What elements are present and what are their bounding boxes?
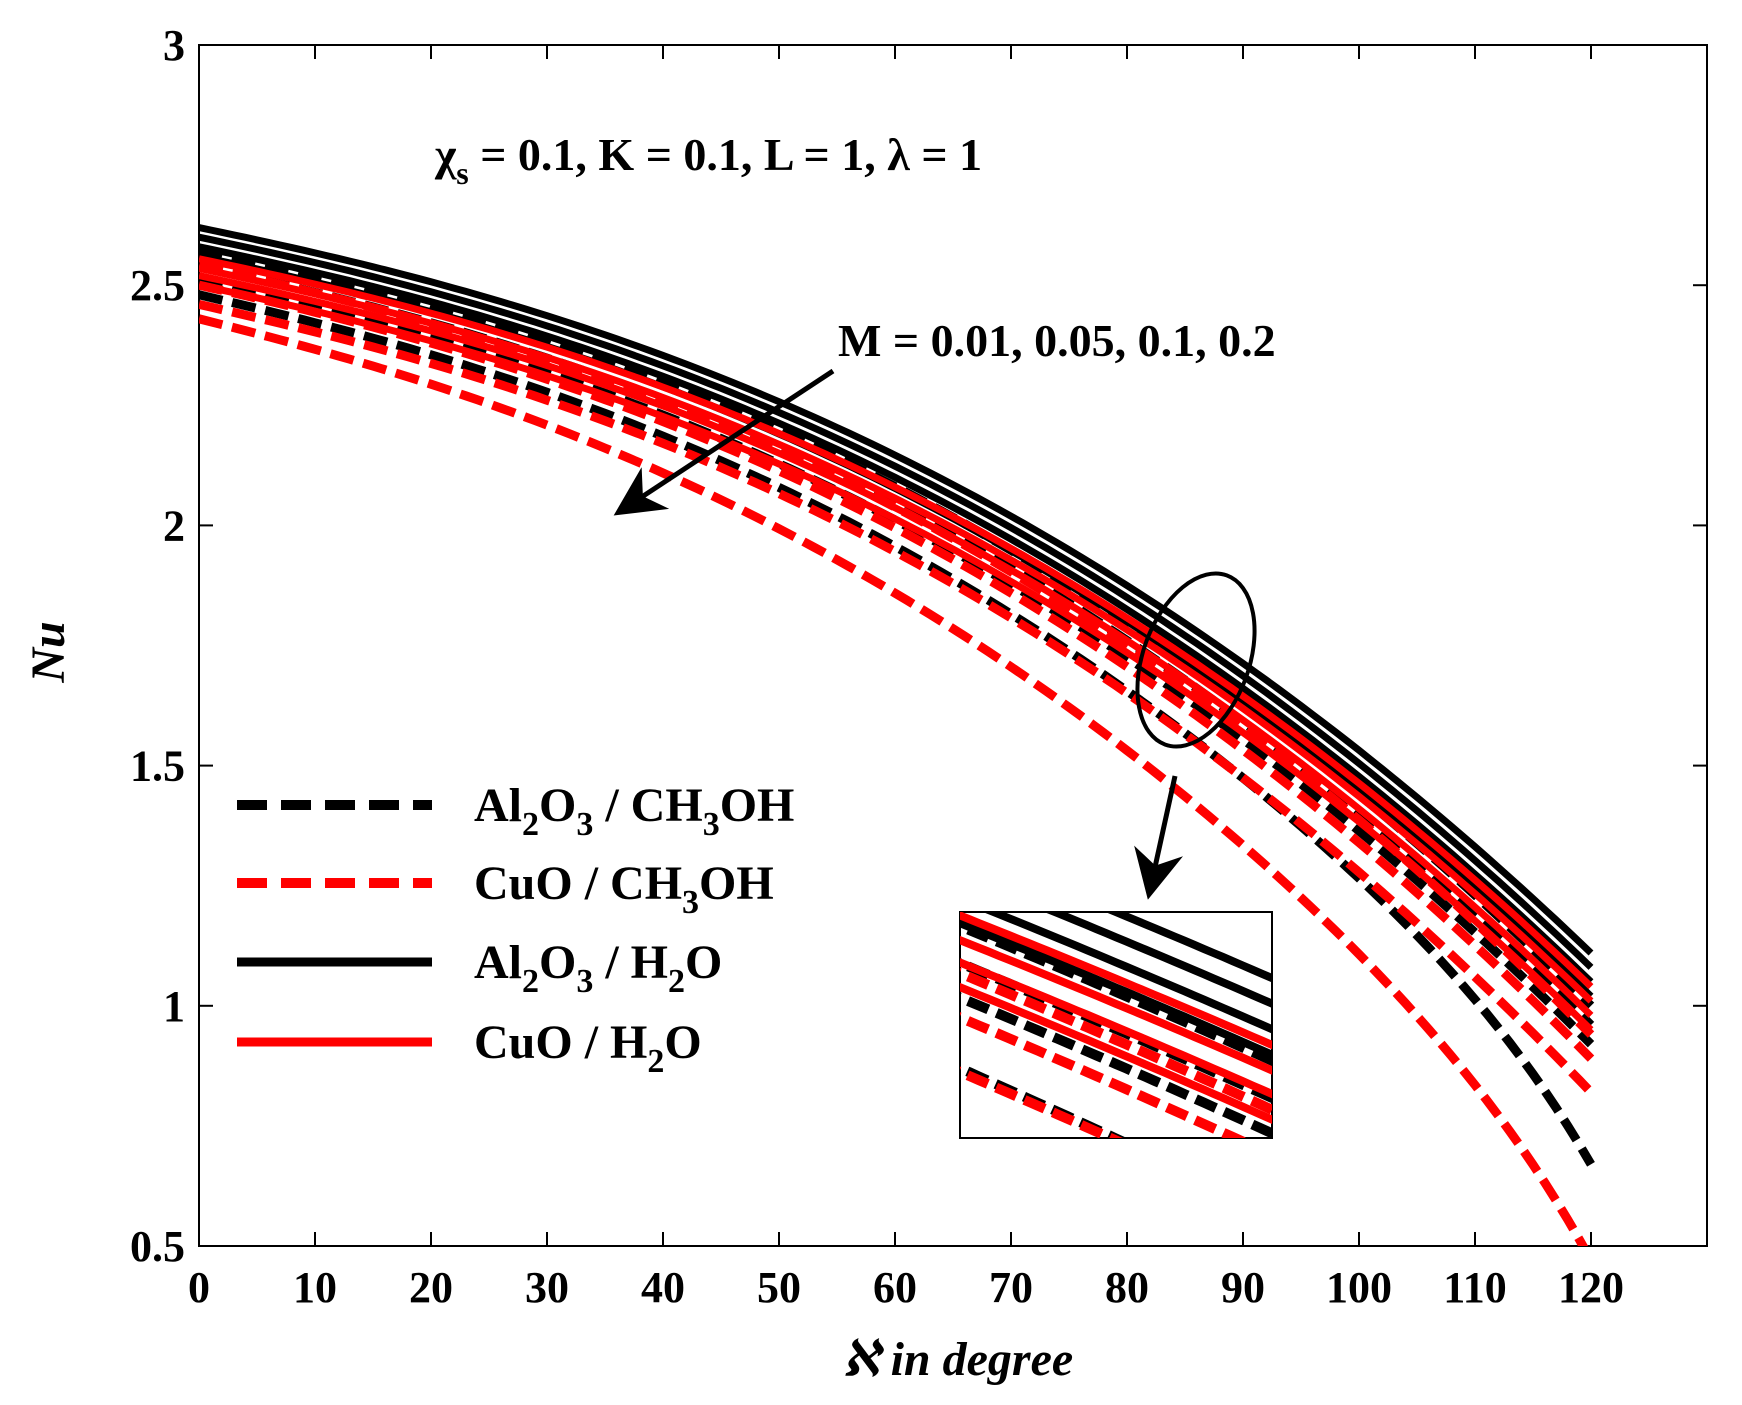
m-trend-arrow [613,368,835,516]
x-tick-label: 50 [757,1263,801,1312]
legend-text-part: O [685,936,722,989]
y-tick-label: 1 [163,982,185,1031]
parameter-values: = 0.1, K = 0.1, L = 1, λ = 1 [469,129,982,180]
legend-subscript: 2 [522,806,539,843]
y-tick-label: 1.5 [130,742,185,791]
plot-frame [198,44,1708,1247]
series-line [199,290,1595,1167]
y-tick-label: 0.5 [130,1222,185,1271]
series-line [199,272,1594,1018]
x-axis-label-text: in degree [891,1333,1074,1386]
inset-series-line [960,920,1272,1067]
zoom-highlight-ellipse [1135,571,1257,749]
inset-series-line [1105,912,1272,983]
x-tick-label: 120 [1558,1263,1624,1312]
series-line [199,255,1594,990]
legend-text-part: CuO / CH [474,857,682,910]
x-tick-label: 80 [1105,1263,1149,1312]
x-tick-label: 0 [188,1263,210,1312]
legend-label: Al2O3 / CH3OH [474,779,794,843]
inset-series-line [982,912,1272,1034]
series-line [199,264,1594,1004]
x-tick-label: 70 [989,1263,1033,1312]
legend-subscript: 2 [668,963,685,1000]
legend-subscript: 3 [682,884,699,921]
legend-label: CuO / H2O [474,1016,702,1080]
legend-label: CuO / CH3OH [474,857,774,921]
inset-series-line [960,912,1272,1050]
inset-series-line [960,918,1272,1060]
legend-text-part: / H [593,936,668,989]
inset-series-line [960,1012,1247,1138]
x-axis-label: ℵ in degree [843,1333,1073,1386]
parameter-annotation: χs = 0.1, K = 0.1, L = 1, λ = 1 [434,129,982,191]
legend-text-part: CuO / H [474,1016,647,1069]
x-tick-label: 20 [409,1263,453,1312]
legend-text-part: OH [699,857,774,910]
y-tick-label: 2 [163,501,185,550]
series-line [199,300,1595,1096]
x-tick-label: 60 [873,1263,917,1312]
legend-text-part: Al [474,936,522,989]
axis-ticks [198,44,1707,1247]
series-group [199,224,1595,1246]
series-line [199,233,1594,970]
y-tick-label: 3 [163,21,185,70]
series-line [199,281,1594,1033]
inset-series-line [960,935,1272,1075]
y-tick-label: 2.5 [130,261,185,310]
legend-subscript: 3 [576,806,593,843]
inset-series-group [960,912,1272,1138]
series-line [199,314,1589,1246]
legend-text-part: Al [474,779,522,832]
inset-series-line [1044,912,1272,1008]
legend-text-part: O [539,779,576,832]
x-tick-label: 90 [1221,1263,1265,1312]
inset-series-line [960,982,1272,1124]
inset-series-line [960,967,1272,1116]
series-line [199,243,1594,985]
x-tick-label: 10 [293,1263,337,1312]
x-tick-label: 110 [1443,1263,1507,1312]
legend-text-part: / CH [593,779,702,832]
chi-subscript: s [456,155,468,191]
m-values-label: M = 0.01, 0.05, 0.1, 0.2 [838,315,1276,366]
chi-symbol: χ [434,129,457,180]
legend-subscript: 2 [522,963,539,1000]
series-line [199,224,1594,956]
x-tick-label: 30 [525,1263,569,1312]
legend-text-part: O [664,1016,701,1069]
axis-tick-labels: 0 10 20 30 40 50 60 70 80 90 100 110 120 0.5 1 1.5 2 2.5 3 [130,21,1624,1312]
legend-subscript: 3 [703,806,720,843]
legend-subscript: 2 [647,1043,664,1080]
x-axis-symbol: ℵ [843,1333,885,1386]
x-tick-label: 40 [641,1263,685,1312]
legend-text-part: O [539,936,576,989]
zoom-arrow [1134,775,1183,900]
legend-label: Al2O3 / H2O [474,936,722,1000]
legend-text-part: OH [720,779,795,832]
inset-series-line [960,958,1272,1099]
x-tick-label: 100 [1326,1263,1392,1312]
y-axis-label: Nu [22,621,75,683]
legend-subscript: 3 [576,963,593,1000]
inset-series-line [960,992,1272,1138]
